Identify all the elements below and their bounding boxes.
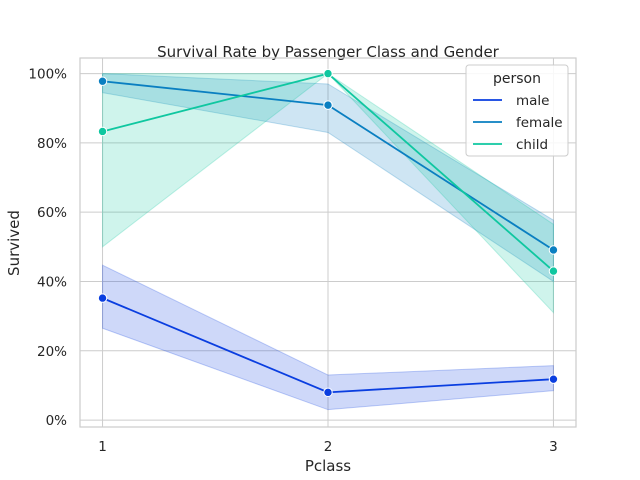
legend-box [465,64,569,157]
point-child [97,126,108,137]
point-female [323,100,333,110]
x-tick-labels: 1 2 3 [98,439,558,455]
y-tick-label: 40% [37,274,67,290]
ci-band-female [102,73,554,283]
point-child [548,266,559,276]
point-child [323,68,333,79]
ci-band-male [102,264,554,411]
y-tick-label: 80% [37,136,67,152]
y-tick-label: 60% [37,205,67,221]
x-tick-label: 3 [549,439,558,455]
point-male [548,374,559,384]
y-axis-label: Survived [5,210,23,276]
point-female [548,245,559,255]
point-male [323,387,333,398]
legend: person male female child [465,64,569,157]
series-markers [97,68,559,398]
y-tick-label: 100% [28,67,67,83]
x-tick-label: 2 [324,439,333,455]
legend-label-female: female [516,115,563,131]
point-male [97,293,108,303]
plot-frame [79,57,577,428]
legend-title: person [493,71,541,87]
chart-title: Survival Rate by Passenger Class and Gen… [157,43,500,61]
point-female [97,76,108,86]
x-tick-label: 1 [98,439,107,455]
y-tick-label: 0% [46,413,68,429]
legend-label-male: male [516,93,549,109]
y-tick-label: 20% [37,344,67,360]
legend-label-child: child [516,137,548,153]
x-axis-label: Pclass [305,457,351,475]
y-tick-labels: 0% 20% 40% 60% 80% 100% [28,67,67,429]
